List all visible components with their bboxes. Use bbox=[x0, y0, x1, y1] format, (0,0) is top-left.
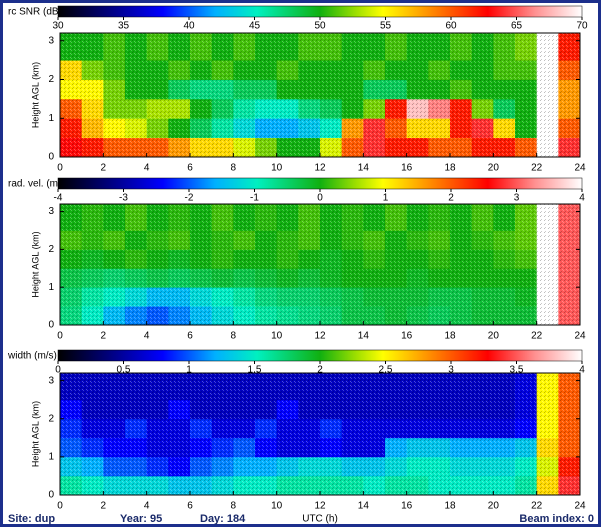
x-tick-label: 2 bbox=[101, 501, 107, 512]
x-tick-label: 2 bbox=[101, 163, 107, 174]
colorbar-tick-label: 50 bbox=[314, 21, 326, 32]
colorbar-tick-label: 3 bbox=[448, 365, 454, 376]
colorbar-tick-label: 60 bbox=[445, 21, 457, 32]
colorbar-tick-label: 4 bbox=[579, 365, 585, 376]
x-axis-label: UTC (h) bbox=[302, 514, 338, 525]
colorbar-tick-label: -1 bbox=[250, 193, 259, 204]
colorbar bbox=[57, 177, 583, 190]
y-tick-label: 0 bbox=[48, 320, 54, 331]
x-tick-label: 24 bbox=[574, 501, 586, 512]
colorbar bbox=[57, 5, 583, 18]
y-tick-label: 0 bbox=[48, 152, 54, 163]
colorbar-tick-label: 55 bbox=[380, 21, 392, 32]
x-tick-label: 20 bbox=[488, 331, 500, 342]
day: Day: 184 bbox=[200, 513, 246, 525]
colorbar-tick-label: 2 bbox=[448, 193, 454, 204]
x-tick-label: 22 bbox=[531, 331, 543, 342]
colorbar-tick-label: 45 bbox=[249, 21, 261, 32]
x-tick-label: 14 bbox=[358, 501, 370, 512]
y-tick-label: 0 bbox=[48, 490, 54, 501]
y-tick-label: 2 bbox=[48, 413, 54, 424]
colorbar-tick-label: 65 bbox=[511, 21, 523, 32]
y-tick-label: 1 bbox=[48, 113, 54, 124]
colorbar-tick-label: 30 bbox=[52, 21, 64, 32]
y-tick-label: 2 bbox=[48, 74, 54, 85]
colorbar-tick-label: 1 bbox=[383, 193, 389, 204]
x-tick-label: 22 bbox=[531, 501, 543, 512]
x-tick-label: 4 bbox=[144, 163, 150, 174]
x-tick-label: 10 bbox=[271, 331, 283, 342]
x-tick-label: 6 bbox=[187, 501, 193, 512]
x-tick-label: 12 bbox=[314, 331, 326, 342]
y-tick-label: 3 bbox=[48, 206, 54, 217]
colorbar-tick-label: 3.5 bbox=[510, 365, 524, 376]
x-tick-label: 8 bbox=[231, 501, 237, 512]
x-tick-label: 16 bbox=[401, 163, 413, 174]
x-tick-label: 18 bbox=[444, 501, 456, 512]
colorbar-tick-label: 1 bbox=[186, 365, 192, 376]
x-tick-label: 6 bbox=[187, 163, 193, 174]
y-tick-label: 2 bbox=[48, 244, 54, 255]
y-axis-label: Height AGL (km) bbox=[30, 401, 40, 467]
year: Year: 95 bbox=[120, 513, 162, 525]
colorbar-tick-label: 0 bbox=[55, 365, 61, 376]
texture bbox=[60, 33, 580, 157]
texture bbox=[60, 373, 580, 495]
colorbar-tick-label: 0 bbox=[317, 193, 323, 204]
colorbar-tick-label: 35 bbox=[118, 21, 130, 32]
x-tick-label: 20 bbox=[488, 163, 500, 174]
y-tick-label: 1 bbox=[48, 282, 54, 293]
x-tick-label: 2 bbox=[101, 331, 107, 342]
texture bbox=[60, 204, 580, 325]
colorbar-tick-label: 3 bbox=[514, 193, 520, 204]
colorbar-tick-label: -4 bbox=[54, 193, 63, 204]
colorbar-tick-label: -2 bbox=[185, 193, 194, 204]
x-tick-label: 6 bbox=[187, 331, 193, 342]
colorbar-tick-label: 2.5 bbox=[379, 365, 393, 376]
x-tick-label: 16 bbox=[401, 501, 413, 512]
x-tick-label: 18 bbox=[444, 163, 456, 174]
x-tick-label: 0 bbox=[57, 163, 63, 174]
x-tick-label: 12 bbox=[314, 163, 326, 174]
colorbar-tick-label: 4 bbox=[579, 193, 585, 204]
colorbar-tick-label: 70 bbox=[576, 21, 588, 32]
colorbar-label: rad. vel. (m/s) bbox=[8, 179, 69, 190]
colorbar-label: width (m/s) bbox=[7, 351, 57, 362]
x-tick-label: 20 bbox=[488, 501, 500, 512]
site: Site: dup bbox=[8, 513, 55, 525]
y-axis-label: Height AGL (km) bbox=[30, 62, 40, 128]
x-tick-label: 24 bbox=[574, 331, 586, 342]
colorbar-tick-label: 2 bbox=[317, 365, 323, 376]
colorbar-label: rc SNR (dB) bbox=[8, 7, 62, 18]
x-tick-label: 4 bbox=[144, 331, 150, 342]
colorbar-tick-label: 1.5 bbox=[248, 365, 262, 376]
x-tick-label: 14 bbox=[358, 163, 370, 174]
y-tick-label: 3 bbox=[48, 35, 54, 46]
x-tick-label: 14 bbox=[358, 331, 370, 342]
x-tick-label: 10 bbox=[271, 501, 283, 512]
x-tick-label: 24 bbox=[574, 163, 586, 174]
x-tick-label: 4 bbox=[144, 501, 150, 512]
x-tick-label: 8 bbox=[231, 331, 237, 342]
x-tick-label: 8 bbox=[231, 163, 237, 174]
colorbar-tick-label: 0.5 bbox=[117, 365, 131, 376]
x-tick-label: 0 bbox=[57, 331, 63, 342]
x-tick-label: 10 bbox=[271, 163, 283, 174]
x-tick-label: 0 bbox=[57, 501, 63, 512]
beam-index: Beam index: 0 bbox=[519, 513, 594, 525]
x-tick-label: 12 bbox=[314, 501, 326, 512]
x-tick-label: 18 bbox=[444, 331, 456, 342]
y-tick-label: 3 bbox=[48, 375, 54, 386]
colorbar-tick-label: 40 bbox=[183, 21, 195, 32]
y-tick-label: 1 bbox=[48, 452, 54, 463]
x-tick-label: 16 bbox=[401, 331, 413, 342]
x-tick-label: 22 bbox=[531, 163, 543, 174]
y-axis-label: Height AGL (km) bbox=[30, 231, 40, 297]
colorbar bbox=[57, 349, 583, 362]
colorbar-tick-label: -3 bbox=[119, 193, 128, 204]
